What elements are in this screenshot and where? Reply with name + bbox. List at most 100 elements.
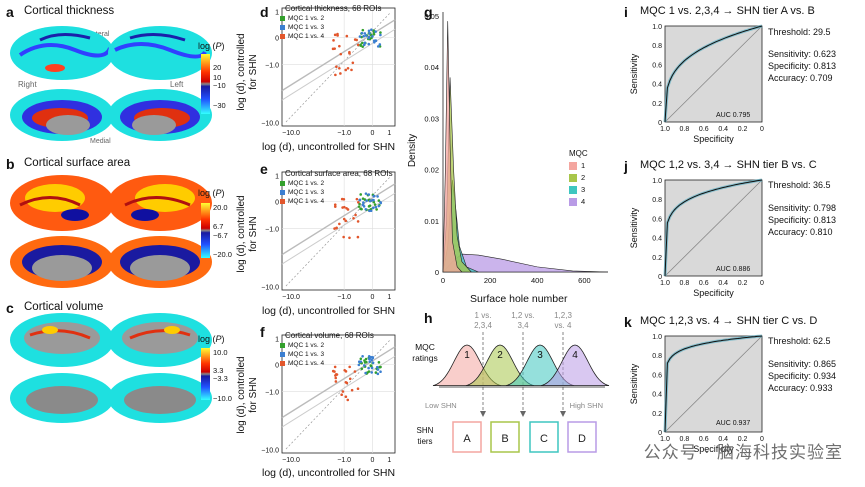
legend-label: MQC 1 vs. 2: [288, 180, 325, 187]
thickness-medial-left: [108, 89, 212, 141]
density-plot: 0.05 0.04 0.03 0.02 0.01 00 200 400 600: [424, 12, 609, 285]
scatter-point-f-s2: [376, 372, 380, 376]
roc-ytick-j-1: 0.8: [652, 197, 662, 204]
panel-e-legend: MQC 1 vs. 2 MQC 1 vs. 3 MQC 1 vs. 4: [280, 179, 324, 206]
scatter-point-f-s2: [367, 366, 370, 370]
density-xtick-1: 200: [484, 276, 497, 285]
panel-i-specificity: Specificity: 0.813: [768, 61, 837, 71]
scatter-point-d-s3: [346, 66, 350, 70]
roc-xtick-k-2: 0.6: [699, 436, 709, 443]
scatter-point-d-s3: [351, 61, 355, 65]
split-label-3-b: vs. 4: [555, 321, 572, 330]
scatter-legend-item: MQC 1 vs. 4: [280, 359, 324, 368]
scatter-point-d-s3: [332, 39, 335, 42]
scatter-point-d-s1: [359, 44, 362, 47]
scatter-point-d-s3: [356, 43, 360, 47]
density-legend-title: MQC: [569, 149, 588, 158]
mqc-curve-label-2: 2: [497, 350, 503, 361]
split-label-3: 1,2,3: [554, 311, 572, 320]
scatter-ytick-d-0: 1: [275, 10, 279, 17]
scatter-point-e-s1: [361, 197, 365, 200]
roc-xtick-k-3: 0.4: [718, 436, 728, 443]
scatter-point-f-s1: [365, 360, 368, 364]
panel-k-accuracy: Accuracy: 0.933: [768, 383, 833, 393]
scatter-fit-line-e: [281, 183, 396, 256]
scatter-point-e-s2: [377, 204, 381, 208]
scatter-xtick-e-3: 1: [387, 294, 391, 301]
roc-ytick-i-5: 0: [658, 120, 662, 127]
cb-c-tick-2: 3.3: [213, 366, 224, 375]
scatter-point-f-s3: [334, 376, 338, 380]
scatter-point-e-s1: [375, 208, 378, 211]
scatter-point-f-s3: [333, 365, 337, 369]
scatter-point-f-s2: [363, 364, 366, 367]
scatter-xtick-f-2: 0: [370, 457, 374, 464]
panel-j-title: MQC 1,2 vs. 3,4 → SHN tier B vs. C: [640, 159, 817, 171]
panel-e-xlabel: log (d), uncontrolled for SHN: [262, 305, 396, 317]
density-legend-item: 1: [569, 160, 585, 172]
area-medial-right: [10, 236, 114, 288]
roc-curve-k: [664, 335, 763, 433]
panel-label-d: d: [260, 4, 269, 20]
panel-c-title: Cortical volume: [24, 301, 104, 313]
colorbar-c: [201, 348, 210, 400]
tier-box-C: [529, 421, 559, 453]
roc-xtick-k-0: 1.0: [660, 436, 670, 443]
scatter-xtick-f-0: −10.0: [282, 457, 300, 464]
legend-label: MQC 1 vs. 2: [288, 342, 325, 349]
scatter-ytick-f-3: −10.0: [261, 447, 279, 454]
roc-ytick-k-3: 0.4: [652, 392, 662, 399]
tier-box-A: [452, 421, 482, 453]
volume-medial-left: [108, 373, 212, 423]
roc-chance-line-j: [664, 179, 763, 277]
scatter-point-e-s3: [356, 220, 360, 223]
split-label-1-b: 2,3,4: [474, 321, 492, 330]
scatter-legend-item: MQC 1 vs. 2: [280, 179, 324, 188]
roc-xtick-j-5: 0: [760, 280, 764, 287]
legend-swatch: [280, 352, 285, 357]
tier-label-D: D: [578, 433, 586, 445]
scatter-point-d-s2: [362, 34, 366, 38]
scatter-fit-line-f: [281, 346, 396, 419]
colorbar-c-title: log (P): [198, 334, 225, 344]
panel-f-ylabel: log (d), controlled for SHN: [236, 356, 259, 434]
scatter-point-e-s1: [377, 199, 381, 202]
scatter-point-f-s3: [344, 380, 348, 384]
scatter-point-d-s3: [333, 47, 336, 50]
roc-xtick-i-3: 0.4: [718, 126, 728, 133]
scatter-xtick-d-3: 1: [387, 130, 391, 137]
thickness-medial-right: [10, 89, 114, 141]
split-label-1: 1 vs.: [475, 311, 492, 320]
scatter-point-d-s1: [378, 45, 382, 48]
legend-label: MQC 1 vs. 3: [288, 24, 325, 31]
scatter-point-e-s2: [364, 192, 368, 195]
scatter-point-d-s1: [361, 45, 364, 48]
panel-k-sensitivity: Sensitivity: 0.865: [768, 359, 837, 369]
scatter-point-f-s3: [344, 395, 348, 399]
scatter-point-f-s1: [363, 359, 366, 362]
panel-label-c: c: [6, 300, 14, 316]
legend-label: MQC 1 vs. 3: [288, 189, 325, 196]
panel-label-a: a: [6, 4, 14, 20]
density-xtick-2: 400: [531, 276, 544, 285]
roc-xtick-j-1: 0.8: [680, 280, 690, 287]
scatter-point-e-s3: [356, 235, 360, 239]
volume-lateral-right: [10, 313, 114, 367]
colorbar-b-title: log (P): [198, 188, 225, 198]
scatter-point-f-s2: [375, 365, 379, 369]
scatter-point-f-s1: [377, 361, 381, 364]
legend-swatch: [280, 181, 285, 186]
scatter-point-d-s3: [353, 38, 357, 41]
medial-label: Medial: [90, 138, 111, 145]
scatter-legend-item: MQC 1 vs. 3: [280, 188, 324, 197]
roc-xtick-i-2: 0.6: [699, 126, 709, 133]
scatter-point-f-s3: [353, 370, 357, 373]
cb-a-tick-4: −30: [213, 101, 226, 110]
scatter-point-d-s2: [358, 35, 362, 38]
cb-b-tick-3: −6.7: [213, 231, 228, 240]
roc-xtick-j-4: 0.2: [738, 280, 748, 287]
scatter-ytick-e-0: 1: [275, 174, 279, 181]
scatter-identity-line-f: [285, 338, 392, 450]
roc-chance-line-i: [664, 25, 763, 123]
scatter-point-f-s3: [356, 387, 360, 391]
